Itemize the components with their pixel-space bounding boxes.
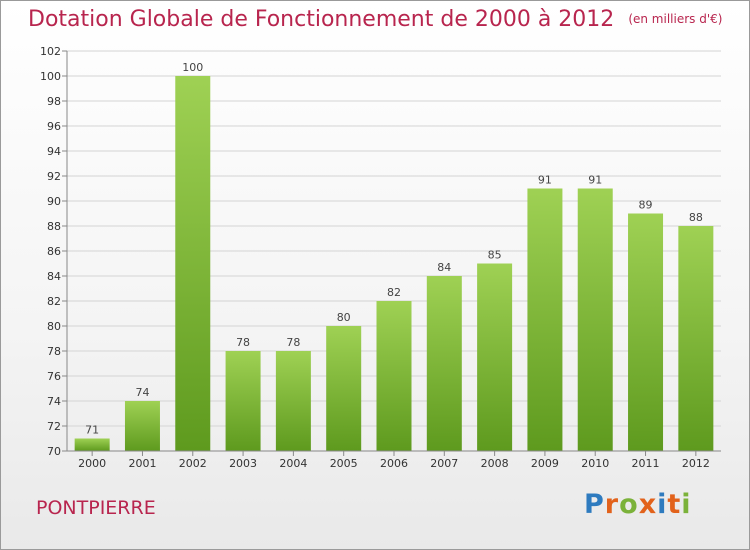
x-tick-label: 2000 xyxy=(78,457,106,470)
logo-letter: t xyxy=(667,489,682,520)
data-label-2011: 89 xyxy=(639,199,653,212)
chart-title-text: Dotation Globale de Fonctionnement de 20… xyxy=(28,7,615,32)
x-tick-label: 2002 xyxy=(179,457,207,470)
x-tick-label: 2006 xyxy=(380,457,408,470)
y-tick-label: 92 xyxy=(47,170,61,183)
data-label-2003: 78 xyxy=(236,336,250,349)
x-tick-label: 2011 xyxy=(632,457,660,470)
y-tick-label: 80 xyxy=(47,320,61,333)
bar-2005 xyxy=(326,326,362,451)
logo-letter: i xyxy=(657,489,668,520)
x-tick-label: 2001 xyxy=(128,457,156,470)
bar-2009 xyxy=(527,188,563,451)
y-tick-label: 100 xyxy=(40,70,61,83)
x-tick-label: 2004 xyxy=(279,457,307,470)
y-tick-label: 96 xyxy=(47,120,61,133)
data-label-2000: 71 xyxy=(85,424,99,437)
chart-title: Dotation Globale de Fonctionnement de 20… xyxy=(28,7,722,32)
y-tick-label: 82 xyxy=(47,295,61,308)
logo-letter: P xyxy=(584,489,605,520)
bar-2011 xyxy=(628,213,664,451)
bar-2010 xyxy=(577,188,613,451)
x-tick-label: 2007 xyxy=(430,457,458,470)
x-tick-label: 2012 xyxy=(682,457,710,470)
bars: 71 74 100 78 78 80 82 84 85 91 91 89 88 xyxy=(74,61,714,451)
x-tick-label: 2005 xyxy=(330,457,358,470)
y-tick-label: 76 xyxy=(47,370,61,383)
proxiti-logo: Proxiti xyxy=(584,489,692,520)
y-tick-label: 78 xyxy=(47,345,61,358)
bar-2006 xyxy=(376,301,412,451)
y-tick-label: 84 xyxy=(47,270,61,283)
chart-subtitle: (en milliers d'€) xyxy=(628,12,723,26)
bar-2008 xyxy=(477,263,513,451)
axes: 70 72 74 76 78 80 82 84 86 88 90 92 94 96 98 100 102 2000… xyxy=(40,45,721,470)
data-label-2007: 84 xyxy=(437,261,451,274)
bar-2007 xyxy=(426,276,462,451)
y-tick-label: 86 xyxy=(47,245,61,258)
logo-letter: i xyxy=(681,489,692,520)
y-tick-label: 70 xyxy=(47,445,61,458)
commune-name: PONTPIERRE xyxy=(36,497,156,519)
data-label-2005: 80 xyxy=(337,311,351,324)
y-tick-label: 88 xyxy=(47,220,61,233)
data-label-2010: 91 xyxy=(588,174,602,187)
bar-2000 xyxy=(74,438,110,451)
y-tick-label: 90 xyxy=(47,195,61,208)
data-label-2008: 85 xyxy=(488,249,502,262)
data-label-2002: 100 xyxy=(182,61,203,74)
logo-letter: o xyxy=(619,489,639,520)
data-label-2006: 82 xyxy=(387,286,401,299)
y-tick-label: 98 xyxy=(47,95,61,108)
data-label-2004: 78 xyxy=(286,336,300,349)
x-tick-label: 2010 xyxy=(581,457,609,470)
logo-letter: r xyxy=(604,489,620,520)
bar-2002 xyxy=(175,76,211,451)
x-tick-label: 2003 xyxy=(229,457,257,470)
y-tick-label: 74 xyxy=(47,395,61,408)
data-label-2001: 74 xyxy=(135,386,149,399)
data-label-2009: 91 xyxy=(538,174,552,187)
y-tick-label: 94 xyxy=(47,145,61,158)
bar-2012 xyxy=(678,226,714,451)
x-tick-label: 2009 xyxy=(531,457,559,470)
data-label-2012: 88 xyxy=(689,211,703,224)
x-tick-label: 2008 xyxy=(481,457,509,470)
y-tick-label: 102 xyxy=(40,45,61,58)
logo-letter: x xyxy=(638,489,658,520)
bar-2004 xyxy=(275,351,311,451)
bar-2001 xyxy=(124,401,160,451)
bar-2003 xyxy=(225,351,261,451)
y-tick-label: 72 xyxy=(47,420,61,433)
